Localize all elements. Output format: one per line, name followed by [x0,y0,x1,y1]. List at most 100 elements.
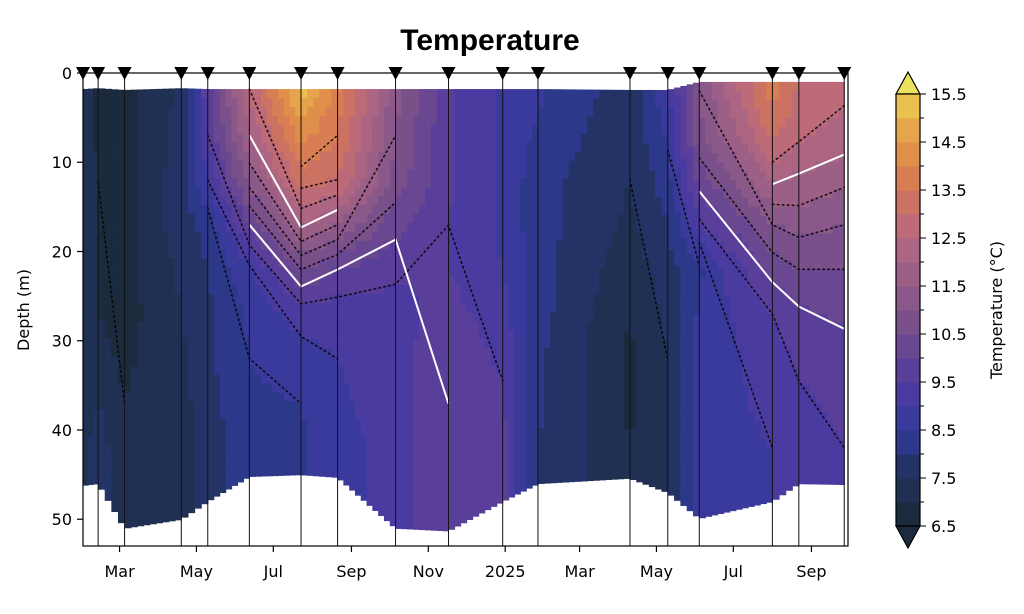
contour-cell [143,490,151,501]
contour-cell [111,383,119,394]
contour-cell [568,312,576,323]
contour-cell [237,205,245,215]
contour-cell [723,153,731,163]
contour-cell [219,89,227,99]
contour-cell [237,419,245,429]
contour-cell [278,89,285,99]
contour-cell [617,455,625,466]
contour-cell [181,123,189,134]
contour-cell [337,106,344,117]
contour-cell [574,383,582,394]
contour-cell [93,481,99,485]
contour-cell [260,124,268,135]
contour-cell [661,482,669,492]
contour-cell [231,392,239,403]
contour-cell [442,258,450,269]
contour-cell [419,169,426,179]
contour-cell [413,196,420,206]
contour-cell [692,136,700,146]
contour-cell [580,276,588,287]
contour-cell [319,231,326,242]
contour-cell [201,499,209,505]
contour-cell [680,166,688,176]
contour-cell [354,330,362,340]
contour-cell [466,490,474,501]
contour-cell [629,304,637,314]
contour-cell [213,303,221,313]
contour-cell [648,268,656,278]
contour-cell [130,500,138,510]
contour-cell [508,142,516,153]
contour-cell [366,490,373,501]
contour-cell [201,437,209,447]
contour-cell [401,374,408,385]
contour-cell [680,371,688,382]
contour-cell [472,249,480,260]
contour-cell [442,178,450,188]
contour-cell [175,159,182,170]
contour-cell [307,231,314,242]
contour-cell [117,348,126,359]
contour-cell [562,160,570,171]
contour-cell [124,223,132,234]
contour-cell [137,392,145,403]
contour-cell [424,508,432,519]
contour-cell [372,249,379,260]
contour-cell [466,258,474,269]
contour-cell [466,124,474,135]
contour-cell [354,169,362,179]
contour-cell [667,365,675,376]
contour-cell [401,97,408,108]
contour-cell [550,294,557,304]
contour-cell [436,401,444,411]
contour-cell [295,410,302,420]
contour-cell [692,261,700,271]
contour-cell [490,97,498,108]
contour-cell [508,374,516,385]
contour-cell [686,173,694,184]
contour-cell [331,330,339,340]
contour-cell [623,295,631,305]
contour-cell [383,124,391,135]
contour-cell [266,249,273,260]
contour-cell [407,321,414,331]
contour-cell [349,178,356,188]
contour-cell [272,410,279,420]
contour-cell [413,124,420,135]
contour-cell [93,150,99,161]
contour-cell [568,374,576,385]
contour-cell [331,401,339,411]
contour-cell [711,313,719,324]
contour-cell [537,330,545,340]
contour-cell [383,481,391,492]
contour-cell [98,115,106,125]
contour-cell [705,349,713,360]
contour-cell [629,330,637,341]
contour-cell [283,472,291,476]
contour-cell [556,223,564,233]
contour-cell [436,124,444,135]
contour-cell [544,98,551,108]
contour-cell [175,284,182,295]
contour-cell [272,472,279,477]
contour-cell [187,204,196,215]
contour-cell [124,295,132,305]
contour-cell [568,321,576,331]
contour-cell [419,124,426,135]
contour-cell [194,160,202,170]
contour-cell [194,204,202,215]
contour-cell [629,170,637,180]
contour-cell [289,330,296,340]
contour-cell [378,214,385,224]
contour-cell [360,401,368,411]
contour-cell [207,97,215,108]
contour-cell [648,277,656,287]
contour-cell [514,374,521,385]
contour-cell [508,231,516,242]
contour-cell [283,365,291,376]
contour-cell [680,496,688,506]
contour-cell [574,196,582,207]
contour-cell [692,118,700,128]
contour-cell [260,151,268,162]
contour-cell [454,401,462,411]
